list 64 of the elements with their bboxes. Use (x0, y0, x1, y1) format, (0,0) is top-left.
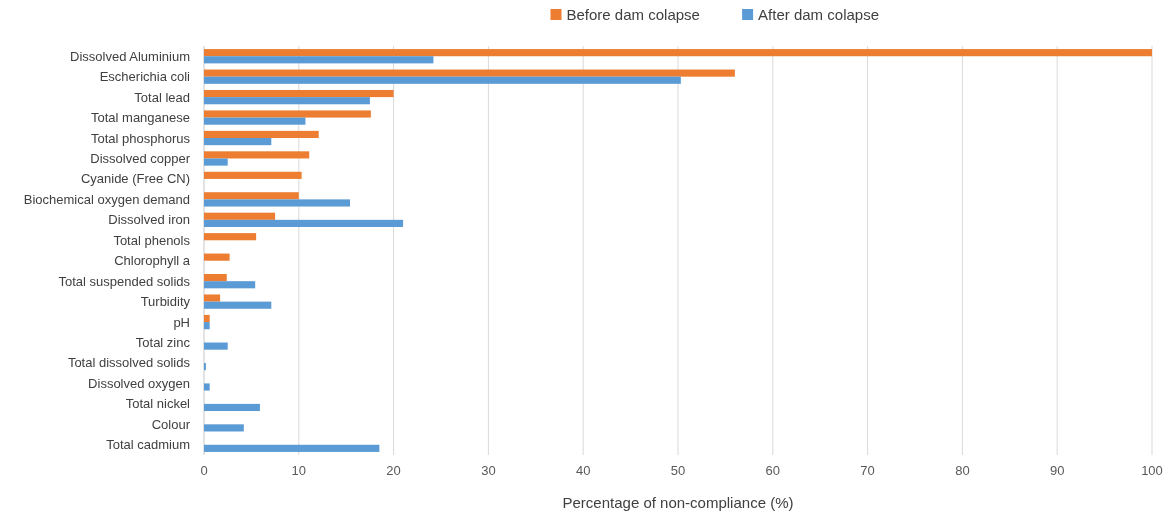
x-tick-label: 40 (575, 463, 591, 478)
y-tick-label: Colour (151, 416, 191, 432)
bar (204, 138, 272, 146)
bar (204, 158, 228, 166)
y-tick-label: Total cadmium (106, 437, 190, 453)
bar (204, 219, 404, 227)
bar (204, 49, 1152, 57)
bar (204, 97, 370, 105)
bar (204, 294, 221, 302)
y-tick-label: Dissolved Aluminium (70, 48, 190, 64)
x-tick-label: 10 (291, 463, 307, 478)
bar (204, 424, 244, 432)
y-tick-label: Total phosphorus (90, 130, 191, 146)
bar (204, 403, 260, 412)
bar (204, 130, 319, 139)
bar (204, 274, 227, 282)
bar (204, 301, 272, 309)
x-tick-label: 80 (955, 463, 970, 478)
bar (204, 192, 299, 200)
x-tick-label: 90 (1049, 463, 1065, 478)
y-tick-label: Turbidity (140, 294, 191, 310)
y-tick-label: Total suspended solids (58, 273, 191, 289)
bar (204, 110, 371, 118)
bar (204, 281, 256, 289)
y-tick-label: Total lead (134, 89, 190, 105)
y-tick-label: Total phenols (113, 232, 191, 248)
bar (204, 342, 228, 350)
legend-label: Before dam colapse (566, 5, 700, 23)
bar (204, 383, 210, 391)
x-tick-label: 20 (386, 463, 401, 478)
bar (204, 76, 681, 84)
y-tick-label: Cyanide (Free CN) (80, 171, 190, 187)
y-tick-label: Chlorophyll a (114, 253, 191, 269)
y-tick-label: Total nickel (125, 396, 191, 412)
y-tick-label: Total manganese (90, 110, 190, 126)
bar (204, 171, 302, 179)
x-tick-label: 60 (765, 463, 781, 478)
y-tick-label: Dissolved copper (90, 150, 191, 166)
x-tick-label: 70 (860, 463, 875, 478)
bar (204, 233, 257, 241)
bar (204, 199, 350, 207)
bar (204, 322, 210, 330)
y-tick-label: Total dissolved solids (67, 355, 191, 371)
y-tick-label: Dissolved oxygen (88, 375, 190, 391)
bar (204, 56, 434, 64)
bar (204, 69, 735, 77)
y-tick-label: Escherichia coli (99, 69, 191, 85)
y-tick-label: Biochemical oxygen demand (23, 191, 190, 207)
x-tick-label: 50 (670, 463, 686, 478)
bar (204, 151, 310, 159)
bar (204, 253, 230, 261)
x-tick-label: 30 (481, 463, 496, 478)
x-tick-label: 100 (1141, 463, 1163, 478)
bar (204, 314, 210, 323)
y-tick-label: pH (173, 314, 190, 330)
x-tick-label: 0 (200, 463, 208, 478)
y-tick-label: Total zinc (135, 335, 191, 351)
bar (204, 444, 380, 452)
legend-label: After dam colapse (758, 5, 880, 23)
x-axis-title: Percentage of non-compliance (%) (562, 494, 794, 511)
bar (204, 89, 394, 98)
y-tick-label: Dissolved iron (108, 212, 190, 228)
bar (204, 117, 306, 125)
bar (204, 212, 276, 220)
